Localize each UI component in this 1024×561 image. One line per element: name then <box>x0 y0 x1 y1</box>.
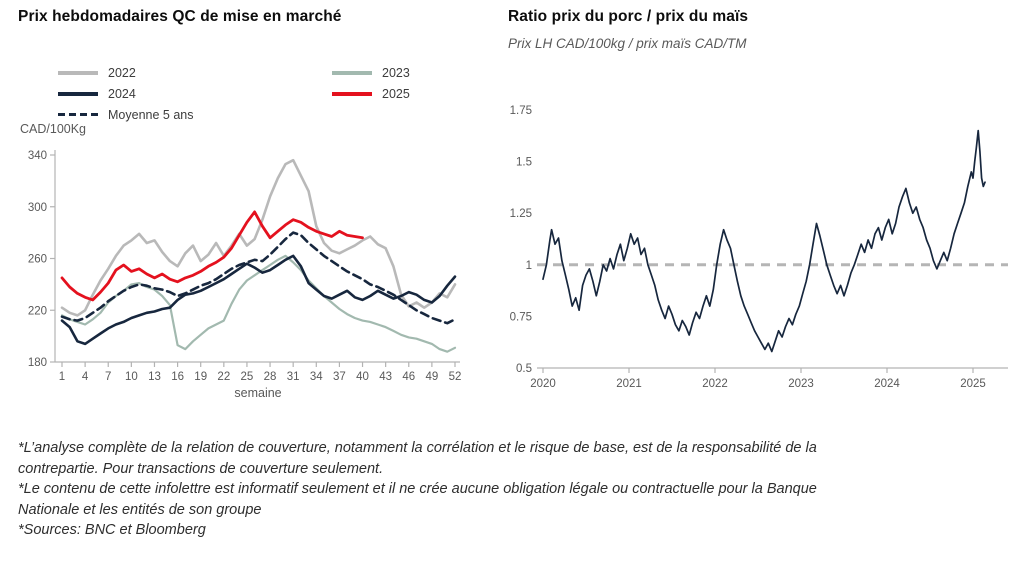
svg-text:10: 10 <box>125 371 138 383</box>
svg-text:340: 340 <box>28 150 47 162</box>
legend-item-2025: 2025 <box>332 85 410 102</box>
legend-swatch-2025 <box>332 91 372 96</box>
right-chart-title: Ratio prix du porc / prix du maïs <box>508 8 749 25</box>
legend-label-2022: 2022 <box>108 65 136 80</box>
footnote-legal-disclaimer: *Le contenu de cette infolettre est info… <box>18 481 817 518</box>
svg-text:2022: 2022 <box>702 378 728 390</box>
svg-text:2023: 2023 <box>788 378 814 390</box>
footnote-sources: *Sources: BNC et Bloomberg <box>18 522 206 539</box>
svg-text:1.25: 1.25 <box>510 208 532 220</box>
legend-item-2023: 2023 <box>332 64 410 81</box>
svg-text:19: 19 <box>194 371 207 383</box>
svg-text:1: 1 <box>526 260 532 272</box>
ratio-plot: 0.5 0.75 1 1.25 1.5 1.75 2020 2021 2022 2023 2024 2… <box>510 105 1008 390</box>
svg-text:1.75: 1.75 <box>510 105 532 117</box>
svg-text:25: 25 <box>241 371 254 383</box>
svg-text:16: 16 <box>171 371 184 383</box>
svg-text:31: 31 <box>287 371 300 383</box>
legend-swatch-2023 <box>332 70 372 75</box>
svg-text:180: 180 <box>28 357 47 369</box>
svg-text:0.75: 0.75 <box>510 311 532 323</box>
weekly-price-plot: 180 220 260 300 340 1 4 7 10 13 16 19 22 25 28 31 34 37 40… <box>28 150 462 400</box>
svg-text:43: 43 <box>379 371 392 383</box>
svg-text:2025: 2025 <box>960 378 986 390</box>
svg-text:34: 34 <box>310 371 323 383</box>
left-chart-title: Prix hebdomadaires QC de mise en marché <box>18 8 342 25</box>
legend-item-moyenne-5ans: Moyenne 5 ans <box>58 106 332 123</box>
svg-text:52: 52 <box>449 371 462 383</box>
legend-item-2024: 2024 <box>58 85 332 102</box>
legend-label-2025: 2025 <box>382 86 410 101</box>
svg-text:2020: 2020 <box>530 378 556 390</box>
svg-text:1: 1 <box>59 371 65 383</box>
svg-text:220: 220 <box>28 305 47 317</box>
svg-text:1.5: 1.5 <box>516 157 532 169</box>
left-chart-unit-label: CAD/100Kg <box>20 122 87 136</box>
legend-swatch-moyenne-5ans <box>58 113 98 116</box>
svg-text:semaine: semaine <box>234 386 281 400</box>
svg-text:37: 37 <box>333 371 346 383</box>
left-chart-legend: 2022 2023 2024 2025 Moyenne 5 ans <box>58 64 410 123</box>
svg-text:46: 46 <box>402 371 415 383</box>
svg-text:2021: 2021 <box>616 378 642 390</box>
legend-swatch-2024 <box>58 91 98 96</box>
legend-label-moyenne-5ans: Moyenne 5 ans <box>108 107 194 122</box>
svg-text:2024: 2024 <box>874 378 900 390</box>
svg-text:22: 22 <box>217 371 230 383</box>
svg-text:0.5: 0.5 <box>516 363 532 375</box>
svg-text:4: 4 <box>82 371 89 383</box>
svg-text:49: 49 <box>425 371 438 383</box>
svg-text:260: 260 <box>28 254 47 266</box>
legend-label-2023: 2023 <box>382 65 410 80</box>
right-chart-subtitle: Prix LH CAD/100kg / prix maïs CAD/TM <box>508 36 747 51</box>
svg-text:13: 13 <box>148 371 161 383</box>
svg-text:300: 300 <box>28 202 47 214</box>
legend-swatch-2022 <box>58 70 98 75</box>
legend-item-2022: 2022 <box>58 64 332 81</box>
footnotes: *L’analyse complète de la relation de co… <box>18 438 874 541</box>
svg-text:7: 7 <box>105 371 111 383</box>
svg-text:28: 28 <box>264 371 277 383</box>
svg-text:40: 40 <box>356 371 369 383</box>
footnote-hedging-disclaimer: *L’analyse complète de la relation de co… <box>18 440 817 477</box>
legend-label-2024: 2024 <box>108 86 136 101</box>
